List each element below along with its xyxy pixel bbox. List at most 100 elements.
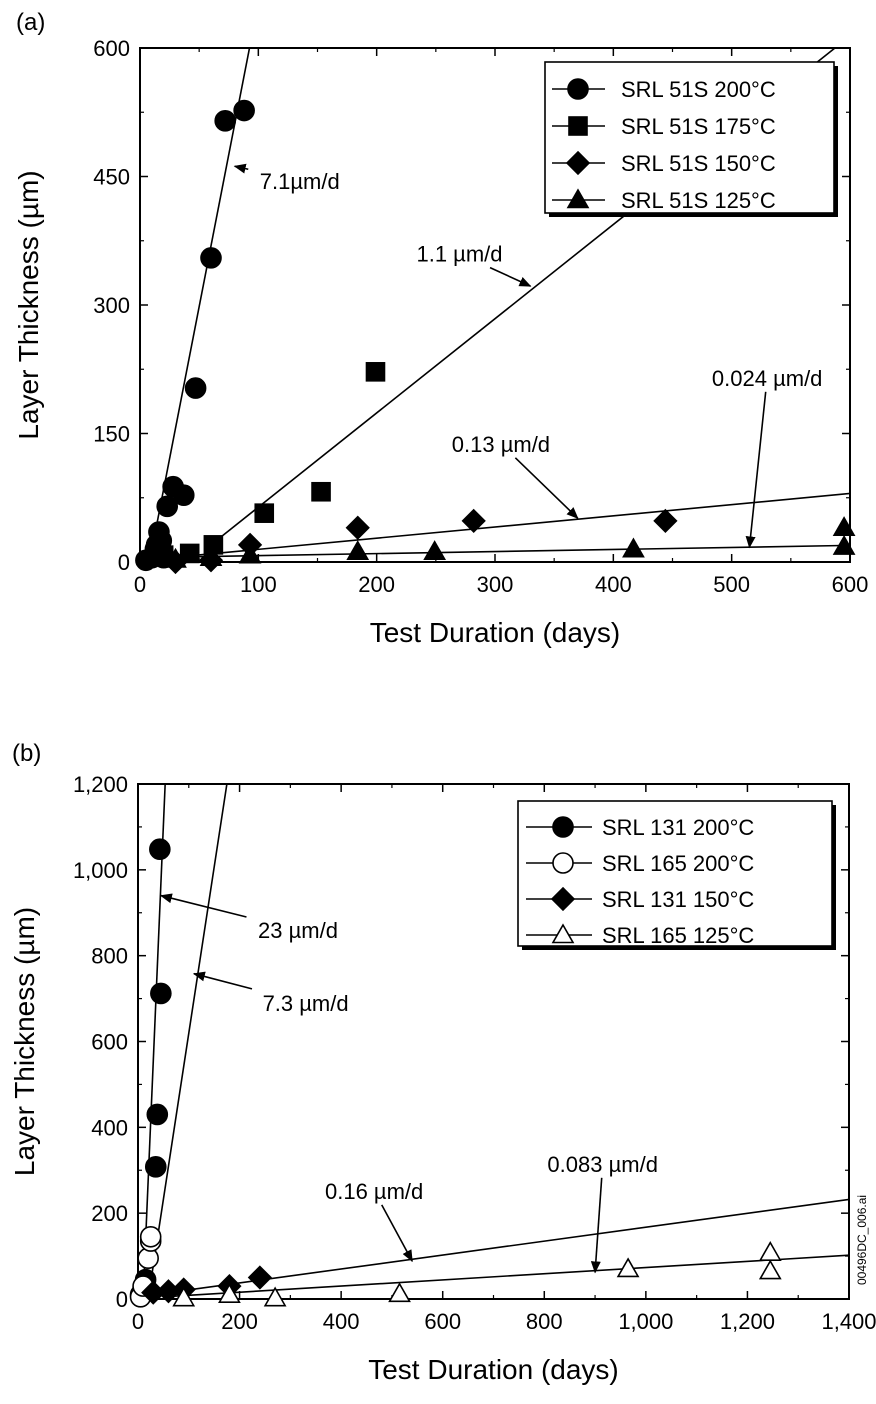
fit-line xyxy=(147,784,228,1299)
data-point xyxy=(461,508,486,534)
y-tick-label: 150 xyxy=(93,422,130,447)
rate-annotation: 1.1 µm/d xyxy=(416,242,502,267)
annotation-arrow xyxy=(489,266,532,287)
legend-marker xyxy=(565,150,591,176)
figure-id-label: 00496DC_006.ai xyxy=(855,1195,869,1285)
rate-annotation: 23 µm/d xyxy=(258,918,338,943)
y-tick-label: 0 xyxy=(116,1287,128,1312)
chart-panel-b: 0 200 400 600 800 1,000 1,200 1,400 0 200 400 600 80… xyxy=(9,772,876,1385)
data-point xyxy=(653,508,678,534)
data-point xyxy=(832,534,856,555)
panel-b-label: (b) xyxy=(12,740,41,767)
x-tick-label: 0 xyxy=(132,1309,144,1334)
legend-marker xyxy=(551,923,575,944)
x-tick-label: 100 xyxy=(240,572,277,597)
fit-line xyxy=(169,492,850,559)
data-point xyxy=(156,495,179,518)
legend-entry: SRL 51S 175°C xyxy=(621,114,776,139)
annotation-arrow xyxy=(192,971,253,990)
data-point xyxy=(758,1259,782,1280)
legend-entry: SRL 165 125°C xyxy=(602,923,754,948)
legend-marker xyxy=(550,886,576,912)
data-point xyxy=(345,515,370,540)
x-tick-label: 1,000 xyxy=(618,1309,673,1334)
data-point xyxy=(423,540,447,561)
data-point xyxy=(238,543,262,564)
legend: SRL 51S 200°C SRL 51S 175°C SRL 51S 150°C S… xyxy=(544,61,838,217)
x-tick-label: 200 xyxy=(358,572,395,597)
data-point xyxy=(263,1286,287,1307)
data-point xyxy=(616,1257,640,1278)
x-tick-label: 800 xyxy=(526,1309,563,1334)
rate-annotation: 7.1µm/d xyxy=(260,169,340,194)
legend: SRL 131 200°C SRL 165 200°C SRL 131 150°C S… xyxy=(517,800,836,950)
rate-annotation: 0.13 µm/d xyxy=(452,432,550,457)
x-tick-label: 0 xyxy=(134,572,146,597)
data-point xyxy=(832,516,856,537)
data-point xyxy=(214,110,236,132)
legend-box xyxy=(544,61,835,214)
data-point xyxy=(346,540,370,561)
data-point xyxy=(622,537,645,558)
y-tick-label: 400 xyxy=(91,1115,128,1140)
x-tick-label: 400 xyxy=(323,1309,360,1334)
legend-entry: SRL 51S 125°C xyxy=(621,188,776,213)
y-axis-label: Layer Thickness (µm) xyxy=(9,907,40,1176)
series-3 xyxy=(163,508,678,575)
legend-entry: SRL 165 200°C xyxy=(602,851,754,876)
rate-annotation: 0.083 µm/d xyxy=(547,1152,658,1177)
data-point xyxy=(172,1286,196,1307)
series-4 xyxy=(164,516,856,568)
y-tick-label: 450 xyxy=(93,165,130,190)
rate-annotation: 0.024 µm/d xyxy=(712,366,823,391)
data-point xyxy=(146,1103,169,1126)
data-point xyxy=(199,546,223,567)
series-4 xyxy=(172,1241,782,1307)
y-tick-label: 600 xyxy=(93,36,130,61)
legend-entry: SRL 51S 200°C xyxy=(621,77,776,102)
y-tick-label: 1,000 xyxy=(73,858,128,883)
data-point xyxy=(365,362,386,382)
legend-entry: SRL 131 200°C xyxy=(602,815,754,840)
series-1 xyxy=(135,99,255,572)
fit-lines xyxy=(142,784,849,1299)
fit-line xyxy=(140,544,850,559)
legend-entry: SRL 51S 150°C xyxy=(621,151,776,176)
legend-marker xyxy=(552,852,574,874)
data-point xyxy=(149,838,171,861)
data-point xyxy=(311,481,331,502)
rate-annotation: 0.16 µm/d xyxy=(325,1179,423,1204)
chart-panel-a: 0 100 200 300 400 500 600 0 150 300 450 600 Test Dur… xyxy=(13,36,869,648)
fit-line xyxy=(148,48,251,562)
annotation-arrow xyxy=(159,893,247,918)
legend-marker xyxy=(568,116,588,136)
data-point xyxy=(233,99,255,122)
x-tick-label: 200 xyxy=(221,1309,258,1334)
data-point xyxy=(254,503,275,523)
x-axis-label: Test Duration (days) xyxy=(368,1354,619,1385)
series-2 xyxy=(153,362,386,565)
y-tick-label: 1,200 xyxy=(73,772,128,797)
data-point xyxy=(144,1156,167,1178)
x-tick-label: 400 xyxy=(595,572,632,597)
x-tick-label: 1,400 xyxy=(821,1309,876,1334)
data-point xyxy=(218,1283,241,1304)
data-point xyxy=(184,377,207,399)
data-point xyxy=(172,484,195,506)
data-point xyxy=(139,1225,162,1248)
y-tick-label: 800 xyxy=(91,944,128,969)
y-tick-label: 200 xyxy=(91,1201,128,1226)
legend-marker xyxy=(567,78,589,100)
data-point xyxy=(758,1241,782,1261)
x-axis-label: Test Duration (days) xyxy=(370,617,621,648)
data-point xyxy=(247,1265,273,1290)
x-tick-label: 1,200 xyxy=(720,1309,775,1334)
y-axis-label: Layer Thickness (µm) xyxy=(13,170,44,439)
data-point xyxy=(388,1282,411,1303)
panel-a-label: (a) xyxy=(16,9,45,36)
annotation-arrow xyxy=(233,163,249,174)
x-tick-label: 600 xyxy=(832,572,869,597)
legend-marker xyxy=(552,816,574,838)
annotation-arrow xyxy=(381,1204,413,1263)
